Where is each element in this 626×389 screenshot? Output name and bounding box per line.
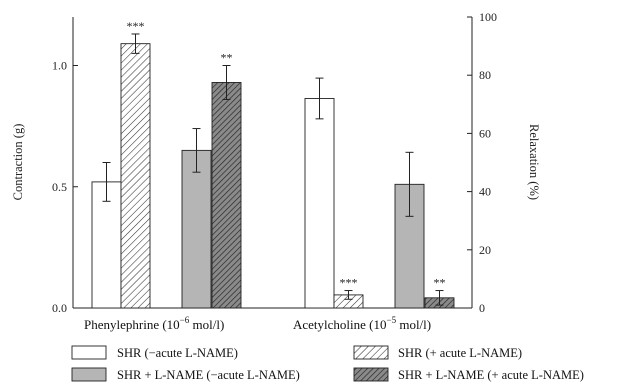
legend-swatch-shr-minus [71, 345, 107, 360]
right-tick-label: 0 [479, 301, 485, 315]
right-tick-label: 100 [479, 10, 497, 24]
category-label-acetylcholine: Acetylcholine (10−5 mol/l) [293, 315, 431, 332]
bar-g0-s3 [211, 82, 242, 309]
significance-label: *** [127, 19, 145, 33]
right-tick-label: 60 [479, 126, 491, 140]
bar-g1-s0 [304, 98, 335, 309]
significance-label: *** [340, 276, 358, 290]
left-axis-ticks: 0.0 0.5 1.0 [52, 59, 78, 315]
legend-label-shr-plus: SHR (+ acute L-NAME) [398, 346, 522, 360]
bars: ******** ** [91, 19, 455, 309]
legend-swatch-lname-minus [71, 367, 107, 382]
legend-label-lname-minus: SHR + L-NAME (−acute L-NAME) [117, 368, 300, 382]
right-axis-ticks: 0 20 40 60 80 100 [467, 10, 497, 315]
significance-label: ** [221, 51, 233, 65]
right-tick-label: 20 [479, 243, 491, 257]
left-axis-title: Contraction (g) [11, 124, 25, 201]
right-tick-label: 40 [479, 185, 491, 199]
bar-g0-s1 [120, 43, 151, 309]
right-axis-title: Relaxation (%) [527, 124, 541, 200]
left-tick-label: 0.0 [52, 301, 67, 315]
legend: SHR (−acute L-NAME) SHR (+ acute L-NAME)… [71, 345, 584, 382]
legend-swatch-shr-plus [353, 345, 389, 360]
category-label-phenylephrine: Phenylephrine (10−6 mol/l) [84, 315, 224, 332]
right-tick-label: 80 [479, 68, 491, 82]
legend-swatch-lname-plus [353, 367, 389, 382]
left-tick-label: 1.0 [52, 59, 67, 73]
left-tick-label: 0.5 [52, 180, 67, 194]
legend-label-lname-plus: SHR + L-NAME (+ acute L-NAME) [398, 368, 584, 382]
legend-label-shr-minus: SHR (−acute L-NAME) [117, 346, 238, 360]
bar-g0-s2 [181, 149, 212, 309]
significance-label: ** [434, 276, 446, 290]
